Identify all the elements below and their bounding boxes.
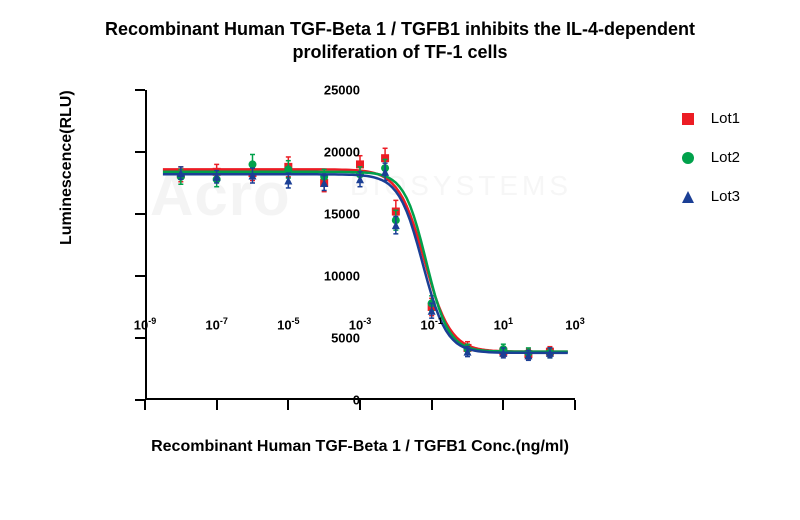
y-tick-label: 15000: [324, 207, 360, 222]
legend: Lot1 Lot2 Lot3: [681, 110, 740, 227]
x-tick: [287, 400, 289, 410]
x-axis-label: Recombinant Human TGF-Beta 1 / TGFB1 Con…: [145, 438, 575, 456]
y-tick-label: 0: [353, 393, 360, 408]
y-tick: [135, 213, 145, 215]
y-tick: [135, 151, 145, 153]
legend-item-lot1: Lot1: [681, 110, 740, 127]
x-tick: [144, 400, 146, 410]
x-tick-label: 10-3: [349, 316, 371, 332]
title-line1: Recombinant Human TGF-Beta 1 / TGFB1 inh…: [105, 19, 695, 39]
legend-item-lot3: Lot3: [681, 188, 740, 205]
y-tick-label: 5000: [331, 331, 360, 346]
legend-label: Lot2: [711, 149, 740, 166]
plot-svg: [145, 90, 575, 400]
legend-label: Lot3: [711, 188, 740, 205]
x-tick-label: 101: [494, 316, 513, 332]
plot-area: [145, 90, 575, 400]
x-tick-label: 10-7: [205, 316, 227, 332]
circle-marker-icon: [681, 151, 695, 165]
x-tick: [574, 400, 576, 410]
y-tick-label: 20000: [324, 145, 360, 160]
y-tick-label: 10000: [324, 269, 360, 284]
x-tick: [431, 400, 433, 410]
y-axis-label: Luminescence(RLU): [58, 90, 76, 245]
x-tick-label: 103: [565, 316, 584, 332]
x-tick: [216, 400, 218, 410]
y-tick: [135, 275, 145, 277]
x-tick-label: 10-1: [420, 316, 442, 332]
x-tick: [502, 400, 504, 410]
square-marker-icon: [681, 112, 695, 126]
triangle-marker-icon: [681, 190, 695, 204]
x-tick-label: 10-5: [277, 316, 299, 332]
y-tick: [135, 337, 145, 339]
title-line2: proliferation of TF-1 cells: [292, 42, 507, 62]
x-tick-label: 10-9: [134, 316, 156, 332]
legend-label: Lot1: [711, 110, 740, 127]
legend-item-lot2: Lot2: [681, 149, 740, 166]
chart-title: Recombinant Human TGF-Beta 1 / TGFB1 inh…: [0, 18, 800, 65]
y-tick-label: 25000: [324, 83, 360, 98]
y-tick: [135, 89, 145, 91]
